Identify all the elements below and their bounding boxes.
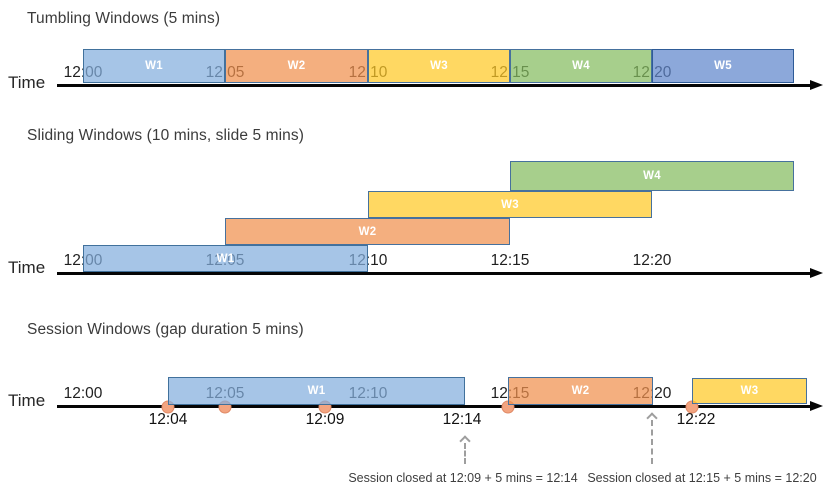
time-axis-arrowhead xyxy=(810,267,823,278)
time-axis-label: Time xyxy=(8,391,46,410)
window-label: W1 xyxy=(216,252,235,265)
event-time-label: 12:14 xyxy=(442,411,482,428)
window-bar-w1: W1 xyxy=(83,49,225,83)
window-label: W4 xyxy=(643,170,661,182)
window-label: W1 xyxy=(307,385,326,397)
window-bar-w3: W3 xyxy=(368,49,510,83)
window-bar-w4: W4 xyxy=(510,49,652,83)
window-label: W3 xyxy=(430,60,448,72)
time-axis-line xyxy=(57,84,811,87)
tick-label: 12:00 xyxy=(63,385,103,402)
section-title-sliding: Sliding Windows (10 mins, slide 5 mins) xyxy=(27,127,304,144)
window-bar-w3: W3 xyxy=(692,378,807,404)
section-title-session: Session Windows (gap duration 5 mins) xyxy=(27,321,304,338)
tick-label: 12:15 xyxy=(490,252,530,269)
time-axis-line xyxy=(57,405,811,408)
window-bar-w2: W2 xyxy=(225,218,510,245)
window-bar-w2: W2 xyxy=(225,49,368,83)
window-label: W3 xyxy=(501,198,519,211)
window-label: W1 xyxy=(145,60,163,72)
window-bar-w1: W1 xyxy=(168,377,465,405)
dashed-arrow-stem xyxy=(651,420,653,464)
window-bar-w1: W1 xyxy=(83,245,368,272)
window-bar-w2: W2 xyxy=(508,377,653,405)
window-bar-w3: W3 xyxy=(368,191,652,218)
event-time-label: 12:04 xyxy=(148,411,188,428)
window-bar-w5: W5 xyxy=(652,49,794,83)
window-bar-w4: W4 xyxy=(510,161,794,191)
window-label: W3 xyxy=(740,385,759,397)
window-label: W4 xyxy=(572,60,590,72)
section-title-tumbling: Tumbling Windows (5 mins) xyxy=(27,10,221,27)
window-label: W2 xyxy=(287,60,306,72)
time-axis-label: Time xyxy=(8,73,46,92)
tick-label: 12:20 xyxy=(632,252,672,269)
event-time-label: 12:22 xyxy=(676,411,716,428)
time-axis-label: Time xyxy=(8,258,46,277)
time-axis-arrowhead xyxy=(810,79,823,90)
window-label: W2 xyxy=(358,225,377,238)
dashed-arrow-stem xyxy=(464,443,466,464)
session-closed-annotation: Session closed at 12:09 + 5 mins = 12:14 xyxy=(348,471,578,485)
time-axis-line xyxy=(57,272,811,275)
time-axis-arrowhead xyxy=(810,400,823,411)
window-label: W2 xyxy=(571,385,590,397)
session-closed-annotation: Session closed at 12:15 + 5 mins = 12:20 xyxy=(587,471,817,485)
window-label: W5 xyxy=(714,60,732,72)
event-time-label: 12:09 xyxy=(305,411,345,428)
